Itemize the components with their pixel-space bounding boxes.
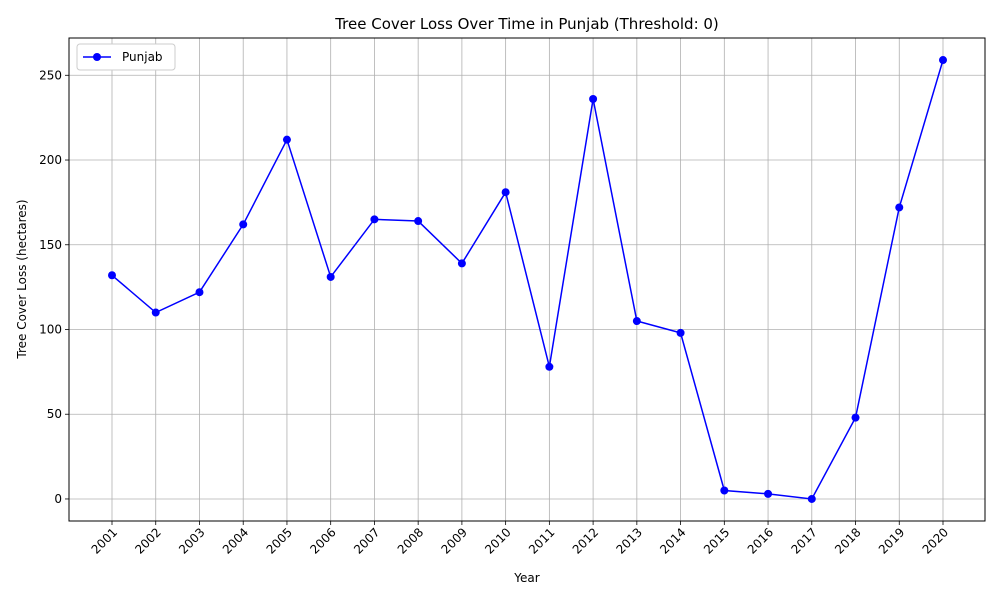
data-point [457,259,466,268]
grid [69,38,985,521]
y-tick-label: 150 [39,238,62,252]
x-tick-label: 2013 [613,525,644,556]
data-point [895,203,904,212]
data-point [195,288,204,297]
x-tick-label: 2009 [439,525,470,556]
x-tick-label: 2017 [788,525,819,556]
legend-label-punjab: Punjab [122,50,163,64]
data-point [151,308,160,317]
y-tick-label: 200 [39,153,62,167]
series-layer [108,56,947,503]
legend: Punjab [76,43,176,71]
x-tick-label: 2016 [745,525,776,556]
y-tick-label: 250 [39,68,62,82]
data-point [414,217,423,226]
data-point [676,328,685,337]
data-point [370,215,379,224]
data-point [939,56,947,65]
x-tick-label: 2005 [264,525,295,556]
series-line-punjab [111,59,944,500]
x-tick-label: 2012 [570,525,601,556]
x-tick-label: 2018 [832,525,863,556]
data-point [282,135,291,144]
x-axis-label: Year [513,571,539,585]
plot-frame [68,37,986,522]
data-point [851,413,860,422]
x-tick-label: 2010 [482,525,513,556]
x-tick-label: 2002 [132,525,163,556]
data-point [807,494,816,503]
data-point [764,489,773,498]
data-point [239,220,248,229]
data-point [326,272,335,281]
data-point [632,317,641,326]
x-tick-label: 2006 [307,525,338,556]
y-tick-label: 0 [54,492,62,506]
x-tick-label: 2001 [89,525,120,556]
y-axis-ticks: 0 50 100 150 200 250 [39,68,69,506]
legend-marker-swatch [93,53,101,61]
x-tick-label: 2014 [657,525,688,556]
x-tick-label: 2015 [701,525,732,556]
x-tick-label: 2008 [395,525,426,556]
x-tick-label: 2007 [351,525,382,556]
x-tick-label: 2011 [526,525,557,556]
data-point [108,271,116,280]
x-tick-label: 2003 [176,525,207,556]
chart-title: Tree Cover Loss Over Time in Punjab (Thr… [334,15,719,33]
x-tick-label: 2020 [920,525,951,556]
x-tick-label: 2019 [876,525,907,556]
data-point [545,362,554,371]
y-axis-label: Tree Cover Loss (hectares) [15,199,29,359]
x-tick-label: 2004 [220,525,251,556]
x-axis-ticks: 2001 2002 2003 2004 2005 2006 2007 2008 2009 2010… [89,521,951,557]
data-point [501,188,510,197]
data-point [720,486,729,495]
y-tick-label: 50 [47,407,62,421]
y-tick-label: 100 [39,322,62,336]
data-point [589,95,598,104]
legend-box [76,43,176,71]
